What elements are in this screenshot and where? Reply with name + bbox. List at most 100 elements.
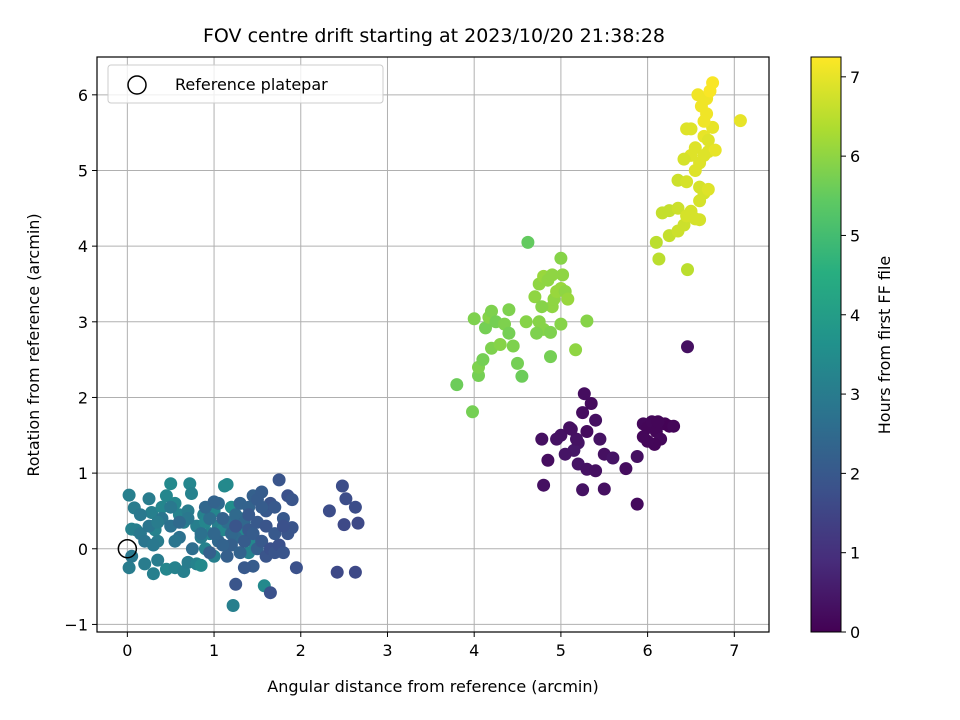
data-point bbox=[337, 518, 351, 532]
data-point bbox=[276, 519, 290, 533]
data-point bbox=[652, 252, 666, 266]
x-tick-label: 0 bbox=[122, 641, 132, 660]
data-point bbox=[697, 148, 711, 162]
data-point bbox=[550, 432, 564, 446]
data-point bbox=[164, 477, 178, 491]
data-point bbox=[544, 325, 557, 339]
x-tick-label: 2 bbox=[296, 641, 306, 660]
data-point bbox=[237, 534, 251, 548]
data-point bbox=[146, 567, 160, 581]
data-point bbox=[554, 317, 568, 331]
data-point bbox=[263, 586, 277, 600]
data-point bbox=[493, 338, 507, 351]
data-point bbox=[226, 599, 240, 612]
data-point bbox=[255, 485, 269, 499]
data-point bbox=[259, 519, 273, 533]
colorbar-frame bbox=[810, 56, 842, 633]
data-point bbox=[681, 263, 694, 277]
y-tick-label: 5 bbox=[78, 161, 88, 180]
data-point bbox=[268, 527, 282, 541]
x-tick-label: 1 bbox=[209, 641, 219, 660]
data-point bbox=[479, 321, 492, 335]
data-point bbox=[519, 315, 533, 329]
colorbar-tick-label: 6 bbox=[850, 147, 860, 166]
data-point bbox=[680, 175, 694, 189]
data-point bbox=[246, 527, 260, 541]
data-point bbox=[220, 549, 234, 563]
colorbar-tick-label: 7 bbox=[850, 68, 860, 87]
data-point bbox=[216, 512, 230, 525]
data-point bbox=[322, 504, 336, 518]
data-point bbox=[146, 538, 160, 552]
x-axis-label: Angular distance from reference (arcmin) bbox=[267, 677, 598, 696]
data-point bbox=[580, 314, 594, 328]
data-point bbox=[649, 235, 663, 249]
chart-title: FOV centre drift starting at 2023/10/20 … bbox=[203, 25, 665, 47]
plot-frame bbox=[96, 56, 770, 633]
reference-point bbox=[117, 539, 138, 559]
data-point bbox=[285, 493, 299, 507]
data-point bbox=[606, 451, 620, 465]
data-point bbox=[348, 500, 362, 514]
data-point bbox=[528, 290, 542, 304]
data-point bbox=[556, 268, 570, 282]
data-point bbox=[233, 546, 247, 560]
data-point bbox=[122, 488, 136, 502]
data-point bbox=[351, 516, 365, 530]
data-point bbox=[185, 542, 199, 556]
data-point bbox=[569, 343, 583, 357]
data-points bbox=[122, 76, 747, 612]
data-point bbox=[185, 487, 198, 500]
data-point bbox=[145, 506, 159, 519]
data-point bbox=[561, 292, 575, 306]
data-point bbox=[671, 201, 685, 215]
y-tick-label: 0 bbox=[78, 540, 88, 559]
data-point bbox=[229, 519, 243, 533]
data-point bbox=[476, 353, 490, 367]
data-point bbox=[216, 538, 230, 552]
data-point bbox=[688, 141, 702, 155]
data-point bbox=[194, 558, 208, 572]
data-point bbox=[697, 114, 711, 128]
x-tick-label: 4 bbox=[469, 641, 479, 660]
data-point bbox=[339, 492, 353, 506]
y-tick-label: 1 bbox=[78, 464, 88, 483]
data-point bbox=[593, 432, 607, 446]
data-point bbox=[242, 508, 256, 522]
colorbar-tick-label: 2 bbox=[850, 464, 860, 483]
colorbar-label: Hours from first FF file bbox=[875, 256, 894, 435]
y-tick-label: 3 bbox=[78, 313, 88, 332]
data-point bbox=[133, 508, 147, 522]
legend-marker-icon bbox=[127, 75, 147, 95]
data-point bbox=[506, 339, 520, 353]
colorbar-tick-label: 4 bbox=[850, 306, 860, 325]
data-point bbox=[255, 500, 269, 514]
data-point bbox=[535, 432, 549, 446]
y-tick-label: 2 bbox=[78, 388, 88, 407]
y-axis-ticks: −1 0 1 2 3 4 5 6 bbox=[64, 86, 97, 634]
data-point bbox=[576, 483, 590, 497]
data-point bbox=[537, 478, 551, 492]
data-point bbox=[330, 565, 344, 579]
data-point bbox=[576, 406, 590, 420]
data-point bbox=[688, 164, 702, 177]
data-point bbox=[554, 251, 568, 265]
data-point bbox=[511, 356, 524, 370]
data-point bbox=[142, 492, 156, 506]
data-point bbox=[515, 369, 529, 383]
data-point bbox=[237, 561, 251, 575]
data-point bbox=[467, 312, 481, 326]
y-tick-label: −1 bbox=[64, 615, 88, 634]
data-point bbox=[485, 304, 498, 318]
colorbar-tick-label: 0 bbox=[850, 623, 860, 642]
x-tick-label: 7 bbox=[729, 641, 739, 660]
data-point bbox=[693, 213, 707, 227]
data-point bbox=[651, 415, 665, 429]
data-point bbox=[530, 326, 544, 340]
data-point bbox=[636, 430, 650, 444]
colorbar-tick-label: 1 bbox=[850, 544, 860, 563]
data-point bbox=[255, 534, 269, 548]
data-point bbox=[589, 464, 603, 478]
data-point bbox=[680, 122, 694, 136]
